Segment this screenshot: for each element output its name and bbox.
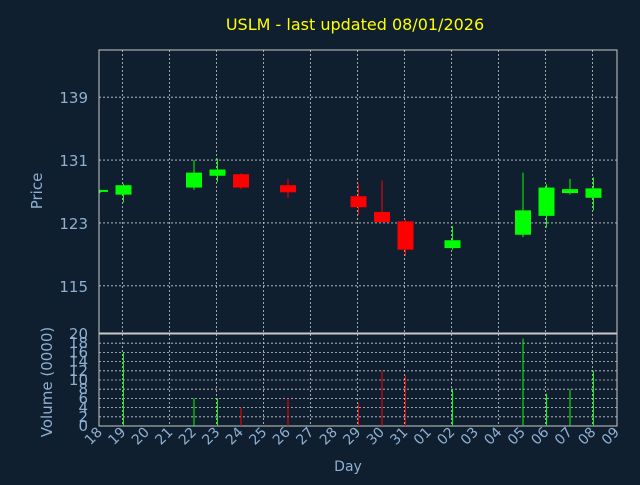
x-tick-label: 02 [434,425,458,449]
candle-body [585,188,602,198]
x-tick-label: 26 [270,424,294,448]
volume-tick-label: 14 [69,353,88,371]
x-tick-label: 27 [293,425,317,449]
volume-axis-label: Volume (0000) [38,327,56,437]
candle-body [280,185,296,193]
price-y-tick-labels: 115 123 131 139 [59,89,88,296]
volume-tick-label: 20 [69,325,88,343]
x-tick-label: 23 [199,425,223,449]
chart-title: USLM - last updated 08/01/2026 [226,15,484,34]
candle-body [538,187,555,216]
price-panel: 115 123 131 139 Price [28,49,618,334]
x-tick-label: 09 [599,425,623,449]
candle-body [397,221,414,250]
price-tick-label: 123 [59,215,88,233]
volume-tick-label: 6 [78,389,88,407]
candle-body [209,169,226,176]
candles [99,158,602,256]
volume-gridlines [99,334,617,426]
price-tick-label: 139 [59,89,88,107]
price-tick-label: 115 [59,278,88,296]
volume-bars [123,338,594,426]
volume-tick-label: 0 [78,417,88,435]
x-tick-label: 07 [552,425,576,449]
x-tick-labels: 18 19 20 21 22 23 24 25 26 27 28 29 30 31 01 02 03 04 05 06… [82,424,623,448]
volume-tick-label: 18 [69,334,88,352]
x-tick-label: 21 [152,425,176,449]
candle-body [350,196,367,208]
volume-tick-label: 8 [78,380,88,398]
x-tick-label: 25 [246,425,270,449]
candle-body [374,211,390,223]
volume-tick-label: 4 [78,399,88,417]
x-tick-label: 01 [411,425,435,449]
volume-tick-label: 2 [78,408,88,426]
x-tick-label: 06 [528,424,552,448]
x-tick-label: 30 [364,425,388,449]
candle-body [444,240,461,249]
volume-tick-label: 12 [69,362,88,380]
volume-tick-label: 10 [69,371,88,389]
x-tick-label: 19 [105,425,129,449]
x-tick-label: 08 [575,425,599,449]
candle-body [562,189,578,194]
candle-body [186,172,202,188]
price-tick-label: 131 [59,152,88,170]
x-tick-label: 20 [129,425,153,449]
x-tick-label: 28 [317,425,341,449]
candle-body [515,210,531,235]
x-tick-label: 04 [481,424,505,448]
x-tick-label: 29 [340,425,364,449]
x-tick-label: 05 [505,425,529,449]
price-plot-frame [98,49,618,334]
candle-body [115,185,132,195]
price-axis-label: Price [28,173,46,210]
x-tick-label: 03 [458,425,482,449]
x-axis-label: Day [334,459,362,475]
x-tick-label: 31 [387,425,411,449]
volume-tick-label: 16 [69,343,88,361]
candle-body [100,189,108,192]
candle-body [233,174,249,188]
x-tick-label: 22 [176,425,200,449]
x-tick-label: 24 [223,424,247,448]
